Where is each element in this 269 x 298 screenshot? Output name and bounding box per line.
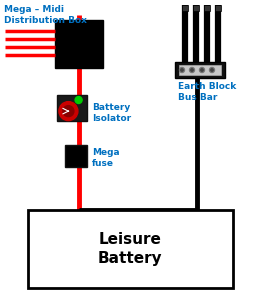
Circle shape	[201, 69, 203, 71]
Text: Battery
Isolator: Battery Isolator	[92, 103, 131, 123]
Text: Leisure
Battery: Leisure Battery	[98, 232, 162, 266]
Circle shape	[191, 69, 193, 71]
Circle shape	[200, 68, 204, 72]
Circle shape	[210, 68, 214, 72]
Circle shape	[75, 97, 82, 103]
Bar	[215, 5, 221, 11]
Text: Earth Block
Bus Bar: Earth Block Bus Bar	[178, 82, 236, 102]
Bar	[204, 5, 210, 11]
Bar	[175, 62, 225, 78]
Circle shape	[63, 105, 74, 117]
Text: Mega
fuse: Mega fuse	[92, 148, 120, 168]
Circle shape	[179, 68, 185, 72]
Circle shape	[211, 69, 213, 71]
Circle shape	[181, 69, 183, 71]
Bar	[28, 210, 233, 288]
Bar	[57, 95, 87, 121]
Text: Mega – Midi
Distribution Box: Mega – Midi Distribution Box	[4, 5, 87, 25]
Circle shape	[59, 102, 78, 121]
Bar	[182, 5, 188, 11]
Circle shape	[189, 68, 194, 72]
Bar	[193, 5, 199, 11]
Bar	[65, 145, 87, 167]
Bar	[179, 65, 221, 75]
Bar	[55, 20, 103, 68]
